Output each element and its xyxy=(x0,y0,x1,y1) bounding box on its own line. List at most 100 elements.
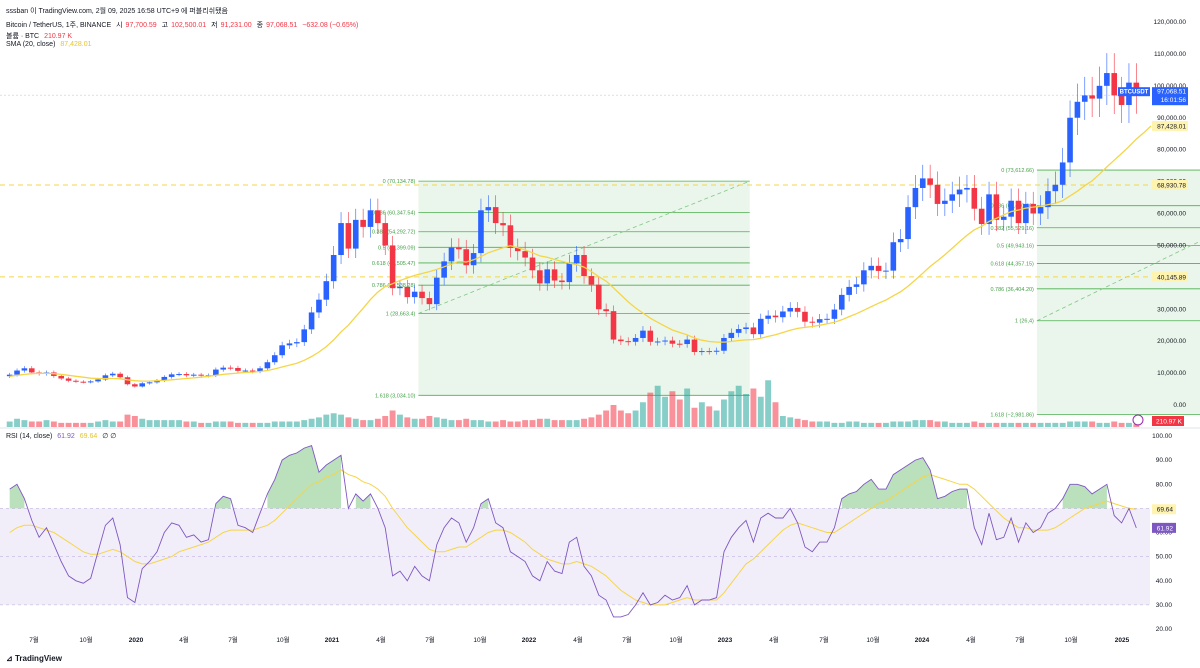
volume-bar xyxy=(1133,424,1140,427)
volume-bar xyxy=(676,399,683,427)
fib-level-label: 0 (70,134.78) xyxy=(383,179,416,185)
volume-bar xyxy=(411,418,418,427)
rsi-axis-label: 30.00 xyxy=(1156,602,1173,609)
candle-body xyxy=(625,341,632,343)
volume-bar xyxy=(1022,422,1029,427)
volume-bar xyxy=(109,421,116,427)
price-tag-box xyxy=(1152,120,1188,131)
candle-body xyxy=(610,311,617,340)
volume-bar xyxy=(544,418,551,427)
volume-bar xyxy=(14,418,20,427)
time-axis-label: 7월 xyxy=(819,635,829,644)
candle-body xyxy=(132,384,138,387)
candle-body xyxy=(316,299,322,313)
candle-body xyxy=(65,378,72,381)
volume-bar xyxy=(846,421,853,427)
volume-bar xyxy=(610,405,617,427)
volume-bar xyxy=(360,420,367,427)
candle-body xyxy=(956,189,963,195)
candle-body xyxy=(1037,207,1044,214)
candle-body xyxy=(168,374,175,377)
price-axis-label: 90,000.00 xyxy=(1157,115,1186,122)
candle-body xyxy=(1008,200,1014,217)
volume-bar xyxy=(743,394,749,427)
candle-body xyxy=(213,369,219,376)
volume-bar xyxy=(212,421,219,427)
sma-legend[interactable]: SMA (20, close) 87,428.01 xyxy=(6,41,95,48)
price-axis-label: 110,000.00 xyxy=(1154,51,1186,58)
fib-level-label: 1.618 (3,034.10) xyxy=(375,393,416,399)
candle-body xyxy=(411,291,418,298)
volume-bar xyxy=(397,414,403,427)
volume-bar xyxy=(65,422,72,427)
candle-body xyxy=(691,339,698,353)
candle-body xyxy=(1052,184,1059,192)
volume-bar xyxy=(802,420,808,427)
volume-bar xyxy=(242,422,249,427)
high-value: 102,500.01 xyxy=(171,22,207,29)
candle-body xyxy=(264,362,271,369)
candle-body xyxy=(949,194,956,201)
volume-bar xyxy=(721,399,727,427)
candle-body xyxy=(816,319,823,323)
rsi-tag-box xyxy=(1152,522,1176,533)
rsi-axis-label: 60.00 xyxy=(1156,530,1173,537)
volume-bar xyxy=(588,417,595,427)
volume-bar xyxy=(500,420,506,427)
volume-bar xyxy=(293,421,300,427)
volume-bar xyxy=(176,420,182,427)
volume-bar xyxy=(478,420,484,427)
volume-bar xyxy=(573,420,580,427)
candle-body xyxy=(529,257,536,271)
candle-body xyxy=(1096,85,1103,99)
candle-body xyxy=(802,311,808,322)
candle-body xyxy=(58,375,65,379)
candle-body xyxy=(772,315,779,318)
candle-body xyxy=(375,210,381,224)
volume-legend[interactable]: 볼륨 · BTC 210.97 K xyxy=(6,31,75,41)
candle-body xyxy=(433,277,440,305)
volume-bar xyxy=(1059,422,1066,427)
rsi-band xyxy=(0,508,1150,605)
volume-bar xyxy=(470,420,477,427)
candle-body xyxy=(404,286,411,298)
tradingview-logo[interactable]: ⊿ TradingView xyxy=(6,654,62,663)
candle-body xyxy=(21,368,28,371)
candle-body xyxy=(1000,216,1007,220)
volume-bar xyxy=(1126,422,1132,427)
volume-bar xyxy=(183,421,190,427)
candle-body xyxy=(743,327,749,330)
candle-body xyxy=(485,207,492,211)
close-value: 97,068.51 xyxy=(266,22,298,29)
fib-level-label: 0.5 (49,399.09) xyxy=(378,245,415,251)
volume-bar xyxy=(617,410,624,427)
rsi-legend[interactable]: RSI (14, close) 61.92 69.64 ∅ ∅ xyxy=(6,432,119,440)
candle-body xyxy=(824,318,830,320)
price-axis-label: 10,000.00 xyxy=(1157,370,1186,377)
volume-bar xyxy=(1074,421,1081,427)
volume-bar xyxy=(684,388,691,427)
time-axis-label: 10월 xyxy=(669,635,682,644)
candle-body xyxy=(1045,191,1051,208)
candle-body xyxy=(809,321,816,323)
volume-bar xyxy=(787,417,794,427)
time-axis-label: 7월 xyxy=(29,635,39,644)
candle-body xyxy=(853,284,860,287)
volume-bar xyxy=(463,418,470,427)
candle-body xyxy=(95,379,101,382)
low-value: 91,231.00 xyxy=(220,22,252,29)
volume-bar xyxy=(559,420,565,427)
volume-bar xyxy=(691,407,698,427)
volume-bar xyxy=(905,421,911,427)
candle-body xyxy=(883,270,889,272)
volume-bar xyxy=(868,422,875,427)
volume-bar xyxy=(124,414,131,427)
candle-body xyxy=(1111,73,1118,96)
candle-body xyxy=(986,194,992,225)
candle-body xyxy=(397,286,403,289)
rsi-tag: 69.64 xyxy=(1157,507,1174,514)
time-axis-label: 4월 xyxy=(966,635,976,644)
candle-body xyxy=(117,373,123,378)
volume-bar xyxy=(95,421,101,427)
